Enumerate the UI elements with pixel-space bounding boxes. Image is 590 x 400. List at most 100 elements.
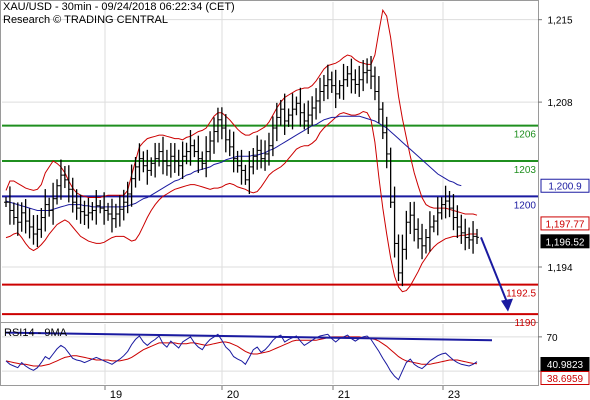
rsi-trendline [5, 331, 493, 342]
level-label-0: 1206 [514, 130, 537, 141]
rsi-tag-box-0 [540, 357, 590, 371]
price-bar [451, 194, 456, 231]
price-bar [459, 214, 464, 244]
price-tag-label-0: 1,200.9 [548, 182, 582, 193]
price-bar [121, 189, 126, 221]
rsi-tick-label-0: 70 [546, 333, 558, 344]
price-bar [62, 166, 67, 189]
price-bar [66, 165, 71, 203]
price-bar [408, 202, 413, 235]
price-bar [361, 60, 366, 92]
price-bar [372, 66, 377, 101]
price-bar [149, 157, 154, 176]
price-bar [318, 77, 322, 114]
price-bar [435, 196, 440, 236]
price-bar [180, 141, 185, 179]
price-bar [188, 130, 193, 166]
price-bar [200, 151, 205, 170]
rsi-panel-frame [0, 322, 539, 386]
price-bar [306, 100, 311, 134]
price-bar [337, 80, 342, 99]
price-bar [345, 65, 350, 87]
level-label-1: 1203 [514, 165, 537, 176]
price-bar [125, 181, 130, 214]
projection-arrow [480, 236, 513, 312]
price-bar [412, 201, 417, 242]
price-bar [117, 195, 122, 227]
price-bar [109, 198, 114, 233]
price-bar [333, 69, 338, 109]
price-bar [298, 87, 303, 127]
price-bar [82, 200, 87, 225]
price-bar [447, 191, 452, 218]
price-bar [321, 74, 326, 102]
price-bar [219, 107, 224, 140]
bollinger-bands [5, 8, 478, 293]
price-levels: 1206 1203 1200 1192.5 1190 [2, 124, 538, 329]
price-bar [270, 116, 275, 157]
price-bar [153, 142, 158, 178]
rsi-tag-box-1 [540, 371, 590, 385]
price-bar [133, 156, 138, 188]
price-bar [204, 136, 209, 178]
price-bar [172, 143, 177, 173]
price-bar [325, 64, 330, 100]
rsi-title: RSI14 - 9MA [4, 327, 68, 339]
price-bar [39, 208, 44, 238]
rsi-tag-label-1: 38.6959 [547, 374, 584, 385]
price-bar [266, 132, 271, 166]
price-bar [365, 58, 370, 84]
price-bar [235, 150, 240, 173]
price-bar [427, 211, 432, 252]
level-label-4: 1190 [514, 318, 536, 329]
price-bar [70, 177, 75, 213]
research-credit: Research © TRADING CENTRAL [3, 14, 168, 26]
price-bar [47, 197, 52, 217]
price-bar [294, 96, 299, 116]
price-bar [31, 215, 36, 245]
price-bar [94, 190, 99, 225]
price-bar [27, 208, 32, 239]
price-gridlines [2, 2, 538, 320]
price-bar [467, 227, 472, 249]
price-tick-label-2: 1,194 [547, 263, 572, 274]
price-bar [90, 202, 95, 221]
price-bar [349, 58, 354, 94]
price-bar [164, 149, 169, 176]
price-bar [145, 149, 150, 185]
price-bar [106, 202, 111, 221]
x-tick-label-0: 19 [110, 389, 122, 400]
price-bar [290, 93, 295, 130]
bollinger-lower-line [5, 110, 477, 293]
price-bar [137, 143, 142, 181]
price-bar [212, 117, 217, 154]
price-bar [23, 199, 28, 234]
price-bar [251, 147, 256, 175]
price-bar [455, 205, 460, 239]
price-tag-box-1 [540, 216, 590, 231]
x-tick-label-2: 21 [338, 389, 350, 400]
price-bar [475, 228, 479, 245]
price-bar [439, 197, 444, 220]
price-bar [184, 142, 189, 165]
price-axis-ticks: 1,215 1,208 1,194 [538, 16, 573, 274]
chart-title: XAU/USD - 30min - 09/24/2018 06:22:34 (C… [3, 1, 235, 13]
price-bar [19, 202, 24, 232]
rsi-ma-line [5, 336, 478, 367]
projection-arrow-shaft [480, 236, 509, 305]
price-bars [4, 55, 479, 287]
price-bar [157, 142, 162, 167]
price-bar [384, 116, 389, 169]
price-bar [243, 164, 248, 185]
price-bar [35, 214, 40, 247]
price-bar [314, 88, 319, 120]
price-bar [11, 202, 16, 225]
price-bar [274, 102, 279, 142]
price-bar [420, 223, 425, 260]
price-tick-label-0: 1,215 [547, 16, 572, 27]
price-bar [388, 147, 393, 208]
price-bar [357, 65, 362, 97]
price-bar [113, 203, 118, 228]
price-tag-label-2: 1,196.52 [546, 237, 585, 248]
price-bar [471, 221, 476, 254]
